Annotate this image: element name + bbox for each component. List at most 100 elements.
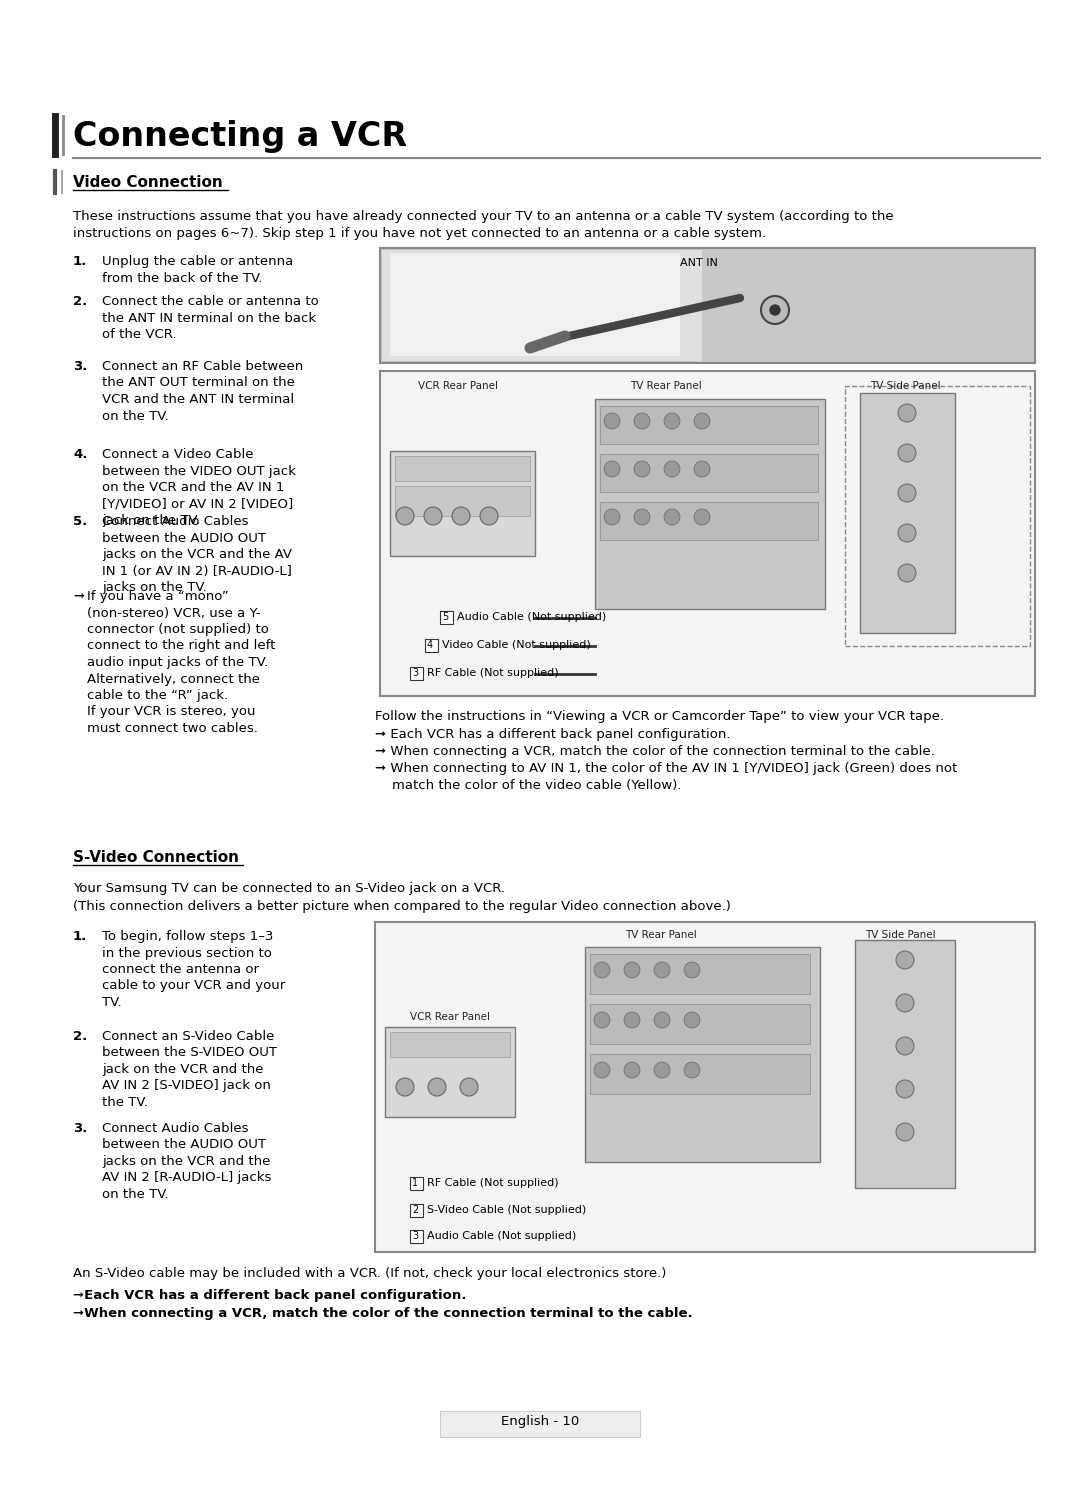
Bar xyxy=(440,1411,640,1437)
Text: VCR Rear Panel: VCR Rear Panel xyxy=(418,381,498,391)
Text: match the color of the video cable (Yellow).: match the color of the video cable (Yell… xyxy=(375,780,681,792)
Text: must connect two cables.: must connect two cables. xyxy=(87,722,258,735)
Text: ➞ When connecting to AV IN 1, the color of the AV IN 1 [Y/VIDEO] jack (Green) do: ➞ When connecting to AV IN 1, the color … xyxy=(375,762,957,775)
Text: TV Rear Panel: TV Rear Panel xyxy=(630,381,702,391)
Text: An S-Video cable may be included with a VCR. (If not, check your local electroni: An S-Video cable may be included with a … xyxy=(73,1266,666,1280)
Circle shape xyxy=(654,1062,670,1077)
Bar xyxy=(390,451,535,557)
Bar xyxy=(855,940,955,1187)
Text: If you have a “mono”: If you have a “mono” xyxy=(87,591,229,603)
Circle shape xyxy=(896,1037,914,1055)
Circle shape xyxy=(594,1062,610,1077)
Bar xyxy=(390,1033,510,1056)
Text: 3.: 3. xyxy=(73,360,87,373)
Text: S-Video Connection: S-Video Connection xyxy=(73,850,239,865)
Bar xyxy=(410,1204,423,1217)
Circle shape xyxy=(770,305,780,315)
Circle shape xyxy=(396,507,414,525)
Circle shape xyxy=(664,414,680,429)
Text: S-Video Cable (Not supplied): S-Video Cable (Not supplied) xyxy=(427,1205,586,1216)
Circle shape xyxy=(594,963,610,978)
Text: ➞Each VCR has a different back panel configuration.: ➞Each VCR has a different back panel con… xyxy=(73,1289,467,1302)
Circle shape xyxy=(428,1077,446,1097)
Text: 5.: 5. xyxy=(73,515,87,528)
Text: Unplug the cable or antenna
from the back of the TV.: Unplug the cable or antenna from the bac… xyxy=(102,254,294,284)
Circle shape xyxy=(460,1077,478,1097)
Text: Alternatively, connect the: Alternatively, connect the xyxy=(87,673,260,686)
Bar xyxy=(390,253,680,356)
Bar xyxy=(590,1054,810,1094)
Text: Connect an RF Cable between
the ANT OUT terminal on the
VCR and the ANT IN termi: Connect an RF Cable between the ANT OUT … xyxy=(102,360,303,423)
Text: Follow the instructions in “Viewing a VCR or Camcorder Tape” to view your VCR ta: Follow the instructions in “Viewing a VC… xyxy=(375,710,944,723)
Circle shape xyxy=(634,461,650,478)
Circle shape xyxy=(761,296,789,324)
Text: RF Cable (Not supplied): RF Cable (Not supplied) xyxy=(427,1178,558,1187)
Text: audio input jacks of the TV.: audio input jacks of the TV. xyxy=(87,656,268,670)
Text: 2: 2 xyxy=(411,1205,418,1216)
Text: 1.: 1. xyxy=(73,254,87,268)
Circle shape xyxy=(594,1012,610,1028)
Circle shape xyxy=(896,1080,914,1098)
Text: ➞When connecting a VCR, match the color of the connection terminal to the cable.: ➞When connecting a VCR, match the color … xyxy=(73,1306,692,1320)
Bar xyxy=(600,454,818,493)
Text: 5: 5 xyxy=(442,612,448,622)
Text: instructions on pages 6~7). Skip step 1 if you have not yet connected to an ante: instructions on pages 6~7). Skip step 1 … xyxy=(73,228,766,240)
Bar xyxy=(426,638,438,652)
Text: connector (not supplied) to: connector (not supplied) to xyxy=(87,623,269,635)
Circle shape xyxy=(396,1077,414,1097)
Circle shape xyxy=(897,484,916,501)
Text: (non-stereo) VCR, use a Y-: (non-stereo) VCR, use a Y- xyxy=(87,607,260,619)
Circle shape xyxy=(684,1062,700,1077)
Text: Your Samsung TV can be connected to an S-Video jack on a VCR.: Your Samsung TV can be connected to an S… xyxy=(73,882,505,894)
Text: Connect a Video Cable
between the VIDEO OUT jack
on the VCR and the AV IN 1
[Y/V: Connect a Video Cable between the VIDEO … xyxy=(102,448,296,527)
Text: VCR Rear Panel: VCR Rear Panel xyxy=(410,1012,490,1022)
Bar xyxy=(395,455,530,481)
Text: TV Side Panel: TV Side Panel xyxy=(865,930,935,940)
Text: 3: 3 xyxy=(411,668,418,679)
Circle shape xyxy=(604,509,620,525)
Circle shape xyxy=(624,1062,640,1077)
Text: Connecting a VCR: Connecting a VCR xyxy=(73,121,407,153)
Circle shape xyxy=(453,507,470,525)
Circle shape xyxy=(654,963,670,978)
Text: Connect an S-Video Cable
between the S-VIDEO OUT
jack on the VCR and the
AV IN 2: Connect an S-Video Cable between the S-V… xyxy=(102,1030,276,1109)
Text: If your VCR is stereo, you: If your VCR is stereo, you xyxy=(87,705,256,719)
Text: 3: 3 xyxy=(411,1231,418,1241)
Text: These instructions assume that you have already connected your TV to an antenna : These instructions assume that you have … xyxy=(73,210,893,223)
Bar xyxy=(590,1004,810,1045)
Bar xyxy=(380,371,1035,696)
Bar xyxy=(410,1177,423,1190)
Bar xyxy=(585,946,820,1162)
Text: Connect the cable or antenna to
the ANT IN terminal on the back
of the VCR.: Connect the cable or antenna to the ANT … xyxy=(102,295,319,341)
Text: TV Side Panel: TV Side Panel xyxy=(870,381,941,391)
Text: 2.: 2. xyxy=(73,295,87,308)
Bar xyxy=(440,612,453,623)
Text: connect to the right and left: connect to the right and left xyxy=(87,640,275,653)
Circle shape xyxy=(896,951,914,969)
Bar xyxy=(395,487,530,516)
Text: To begin, follow steps 1–3
in the previous section to
connect the antenna or
cab: To begin, follow steps 1–3 in the previo… xyxy=(102,930,285,1009)
Bar xyxy=(845,385,1030,646)
Bar xyxy=(410,667,423,680)
Text: English - 10: English - 10 xyxy=(501,1415,579,1428)
Text: (This connection delivers a better picture when compared to the regular Video co: (This connection delivers a better pictu… xyxy=(73,900,731,914)
Bar xyxy=(600,501,818,540)
Circle shape xyxy=(424,507,442,525)
Circle shape xyxy=(897,443,916,461)
Circle shape xyxy=(604,461,620,478)
Circle shape xyxy=(654,1012,670,1028)
Circle shape xyxy=(897,524,916,542)
Circle shape xyxy=(694,461,710,478)
Circle shape xyxy=(897,564,916,582)
Bar xyxy=(375,923,1035,1251)
Text: Audio Cable (Not supplied): Audio Cable (Not supplied) xyxy=(457,612,606,622)
Text: 4: 4 xyxy=(427,640,433,650)
Text: 4.: 4. xyxy=(73,448,87,461)
Text: 3.: 3. xyxy=(73,1122,87,1135)
Text: Audio Cable (Not supplied): Audio Cable (Not supplied) xyxy=(427,1231,577,1241)
Circle shape xyxy=(480,507,498,525)
Circle shape xyxy=(694,509,710,525)
Text: 2.: 2. xyxy=(73,1030,87,1043)
Bar xyxy=(600,406,818,443)
Text: ➞: ➞ xyxy=(73,591,84,603)
